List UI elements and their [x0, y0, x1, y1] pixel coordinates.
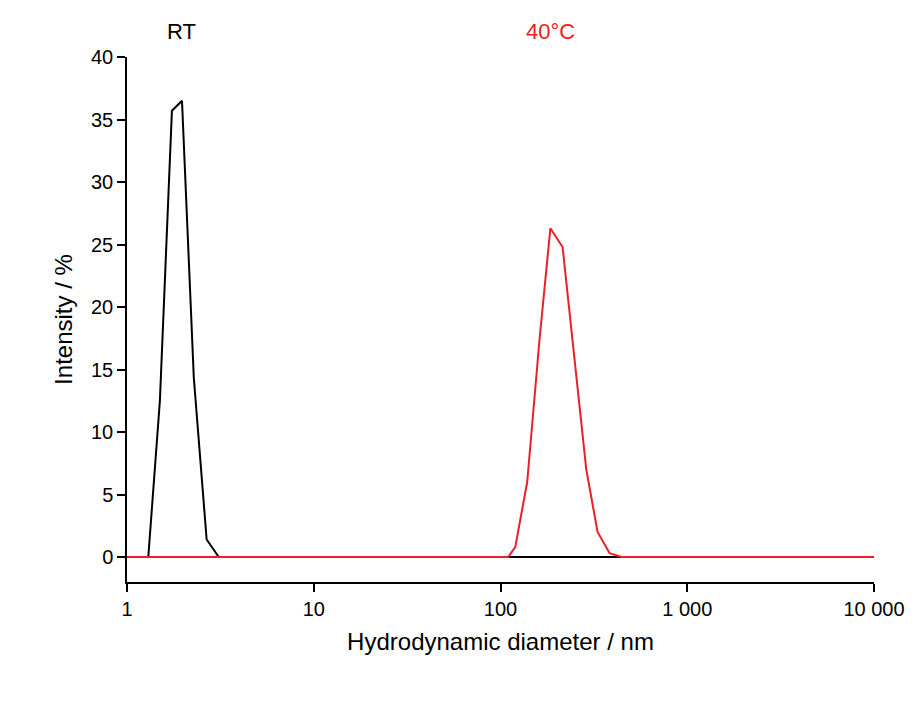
svg-text:10: 10 — [91, 421, 113, 443]
svg-text:20: 20 — [91, 296, 113, 318]
svg-text:5: 5 — [102, 484, 113, 506]
svg-text:15: 15 — [91, 359, 113, 381]
svg-text:100: 100 — [484, 598, 517, 620]
svg-text:30: 30 — [91, 171, 113, 193]
svg-text:1: 1 — [121, 598, 132, 620]
svg-text:10: 10 — [303, 598, 325, 620]
svg-text:40: 40 — [91, 46, 113, 68]
svg-text:Hydrodynamic diameter / nm: Hydrodynamic diameter / nm — [347, 628, 654, 655]
svg-text:25: 25 — [91, 234, 113, 256]
svg-text:10 000: 10 000 — [843, 598, 904, 620]
svg-text:40°C: 40°C — [526, 19, 575, 44]
svg-text:1 000: 1 000 — [662, 598, 712, 620]
svg-text:35: 35 — [91, 109, 113, 131]
svg-text:Intensity / %: Intensity / % — [50, 254, 77, 385]
svg-text:0: 0 — [102, 546, 113, 568]
svg-text:RT: RT — [167, 19, 196, 44]
